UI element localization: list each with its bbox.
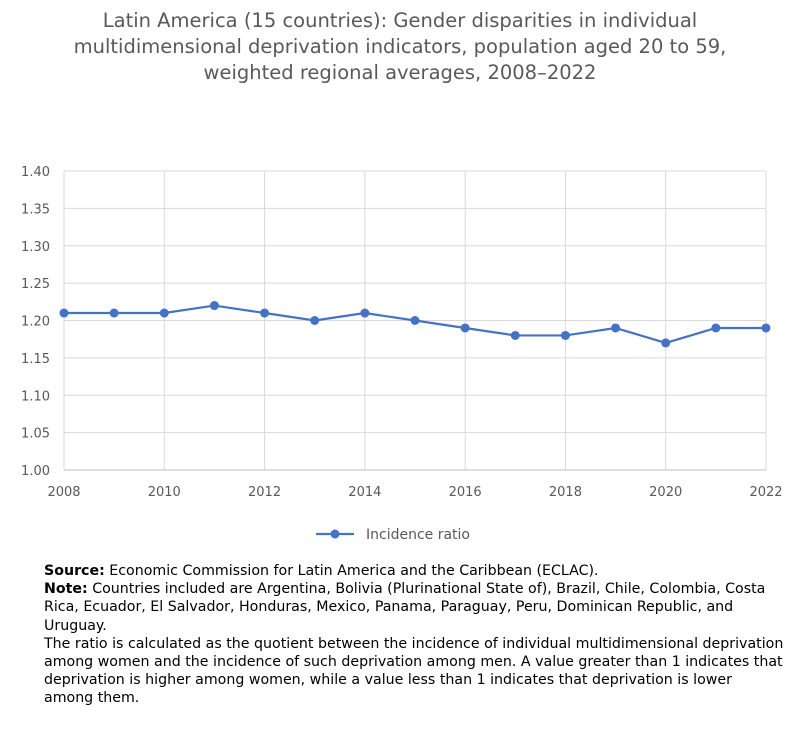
x-tick-label: 2016: [449, 485, 482, 500]
data-point: [410, 316, 420, 325]
data-point: [711, 323, 721, 333]
x-tick-label: 2022: [749, 485, 782, 500]
data-point: [460, 323, 470, 333]
y-tick-label: 1.15: [21, 352, 50, 367]
y-tick-label: 1.35: [21, 202, 50, 217]
x-tick-label: 2010: [148, 485, 181, 500]
data-point: [209, 301, 219, 311]
data-point: [761, 323, 771, 333]
data-point: [260, 308, 270, 318]
data-point: [661, 338, 671, 348]
data-point: [611, 323, 621, 333]
y-tick-label: 1.25: [21, 277, 50, 292]
x-tick-label: 2012: [248, 485, 281, 500]
x-tick-label: 2008: [47, 485, 80, 500]
note-text: Countries included are Argentina, Bolivi…: [44, 581, 766, 634]
y-tick-label: 1.10: [21, 389, 50, 404]
y-tick-label: 1.00: [21, 464, 50, 479]
source-label: Source:: [44, 563, 105, 579]
legend-marker: [330, 529, 340, 539]
data-point: [310, 316, 320, 325]
data-point: [159, 308, 169, 318]
note-line: Note: Countries included are Argentina, …: [44, 580, 784, 635]
source-line: Source: Economic Commission for Latin Am…: [44, 562, 784, 580]
note-label: Note:: [44, 581, 88, 598]
data-point: [360, 308, 370, 318]
x-tick-label: 2014: [348, 485, 381, 500]
data-point: [59, 308, 69, 318]
legend-label: Incidence ratio: [366, 527, 470, 543]
chart-title: Latin America (15 countries): Gender dis…: [73, 9, 727, 84]
data-point: [560, 330, 570, 340]
y-tick-label: 1.40: [21, 165, 50, 180]
y-tick-label: 1.20: [21, 315, 50, 330]
y-tick-label: 1.30: [21, 240, 50, 255]
chart-notes: Source: Economic Commission for Latin Am…: [44, 562, 784, 708]
data-point: [510, 330, 520, 340]
y-tick-label: 1.05: [21, 427, 50, 442]
source-text: Economic Commission for Latin America an…: [104, 563, 599, 579]
line-chart: 1.00 1.05 1.10 1.15 1.20 1.25 1.30 1.35 1.40 2008…: [21, 165, 783, 543]
x-tick-label: 2018: [549, 485, 582, 500]
ratio-explanation: The ratio is calculated as the quotient …: [44, 635, 784, 707]
x-tick-label: 2020: [649, 485, 682, 500]
data-point: [109, 308, 119, 318]
